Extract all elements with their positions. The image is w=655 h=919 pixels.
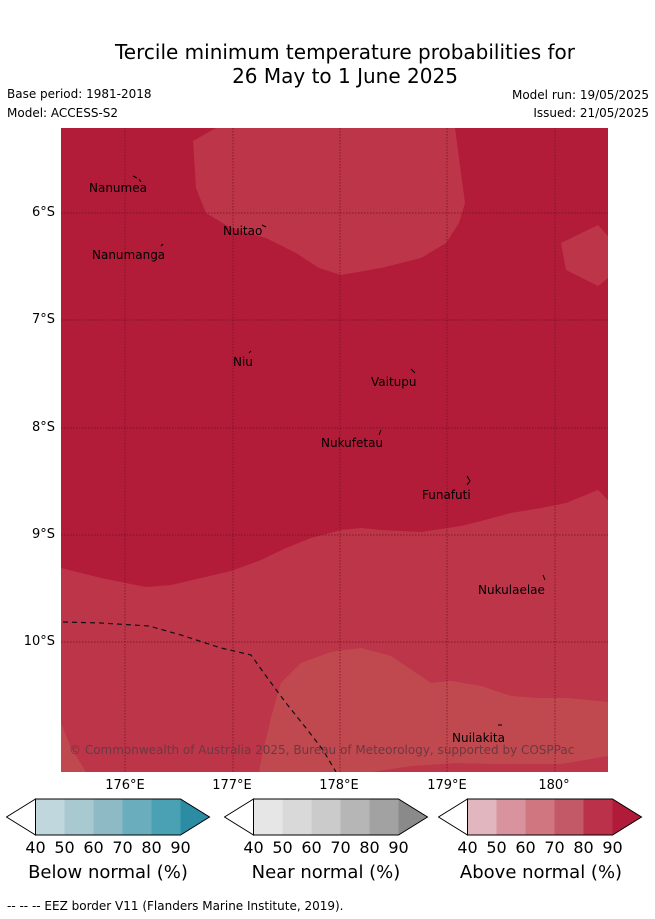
above-tick-70: 70: [544, 838, 565, 857]
eez-border: [62, 621, 337, 772]
place-label-nukufetau: Nukufetau: [321, 436, 383, 450]
near-tick-50: 50: [272, 838, 293, 857]
base-period: Base period: 1981-2018: [7, 87, 152, 101]
below-swatch-60: [93, 799, 123, 835]
below-colorbar-swatches: [6, 798, 211, 836]
below-tick-40: 40: [25, 838, 46, 857]
lon-label-180: 180°: [538, 778, 570, 793]
near-swatch-60: [311, 799, 341, 835]
issued-date: Issued: 21/05/2025: [533, 106, 649, 120]
lat-label-6s: 6°S: [31, 205, 55, 220]
above-tick-80: 80: [573, 838, 594, 857]
model-run: Model run: 19/05/2025: [511, 88, 649, 102]
above-swatch-70: [554, 799, 584, 835]
place-label-nanumea: Nanumea: [89, 181, 147, 195]
near-tick-90: 90: [388, 838, 409, 857]
above-tick-60: 60: [515, 838, 536, 857]
graticule: [61, 128, 608, 772]
model-name: Model: ACCESS-S2: [7, 106, 119, 120]
island-nuitao: [261, 224, 267, 228]
below-swatch-80: [151, 799, 181, 835]
lon-label-176e: 176°E: [105, 778, 145, 793]
copyright-notice: © Commonwealth of Australia 2025, Bureau…: [69, 743, 574, 757]
above-80-region-east: [561, 225, 608, 286]
eez-border-note: -- -- -- EEZ border V11 (Flanders Marine…: [7, 899, 344, 913]
island-nukulaelae: [542, 574, 546, 581]
probability-map: Nanumea Nuitao Nanumanga Niu Vaitupu Nuk…: [61, 128, 608, 772]
above-normal-title: Above normal (%): [459, 862, 623, 883]
near-tick-60: 60: [301, 838, 322, 857]
above-70-region: [259, 648, 608, 772]
lon-label-178e: 178°E: [319, 778, 359, 793]
place-label-vaitupu: Vaitupu: [371, 375, 417, 389]
below-tick-80: 80: [141, 838, 162, 857]
above-swatch-90: [612, 799, 642, 835]
island-nanumanga: [160, 243, 164, 247]
near-normal-colorbar: [224, 798, 429, 836]
above-tick-90: 90: [602, 838, 623, 857]
near-swatch-40: [253, 799, 283, 835]
below-normal-colorbar: [6, 798, 211, 836]
island-niu: [248, 350, 252, 354]
place-label-niu: Niu: [233, 355, 253, 369]
below-swatch-50: [64, 799, 94, 835]
near-swatch-90: [398, 799, 428, 835]
above-normal-colorbar: [438, 798, 643, 836]
below-tick-60: 60: [83, 838, 104, 857]
lat-label-7s: 7°S: [31, 312, 55, 327]
above-tick-50: 50: [486, 838, 507, 857]
map-title: Tercile minimum temperature probabilitie…: [0, 40, 655, 88]
lat-label-8s: 8°S: [31, 420, 55, 435]
near-swatch-70: [340, 799, 370, 835]
lat-label-10s: 10°S: [23, 634, 55, 649]
above-tick-40: 40: [457, 838, 478, 857]
lon-label-179e: 179°E: [427, 778, 467, 793]
place-label-nuitao: Nuitao: [223, 224, 262, 238]
island-nukufetau: [378, 429, 382, 436]
below-tick-90: 90: [170, 838, 191, 857]
near-normal-title: Near normal (%): [251, 862, 401, 883]
above-80-region-north: [193, 128, 465, 275]
below-swatch-40: [35, 799, 65, 835]
island-nanumea: [132, 175, 142, 183]
place-label-nanumanga: Nanumanga: [92, 248, 165, 262]
above-swatch-50: [496, 799, 526, 835]
islands: [132, 175, 546, 726]
near-tick-80: 80: [359, 838, 380, 857]
below-swatch-90: [180, 799, 210, 835]
place-label-funafuti: Funafuti: [422, 488, 471, 502]
place-label-nuilakita: Nuilakita: [452, 731, 505, 745]
near-swatch-80: [369, 799, 399, 835]
place-label-nukulaelae: Nukulaelae: [478, 583, 545, 597]
island-funafuti: [466, 475, 471, 486]
above-swatch-80: [583, 799, 613, 835]
island-vaitupu: [410, 368, 416, 374]
near-swatch-50: [282, 799, 312, 835]
title-line-1: Tercile minimum temperature probabilitie…: [114, 40, 576, 64]
above-swatch-40: [467, 799, 497, 835]
above-swatch-60: [525, 799, 555, 835]
lat-label-9s: 9°S: [31, 527, 55, 542]
below-tick-70: 70: [112, 838, 133, 857]
title-line-2: 26 May to 1 June 2025: [232, 64, 458, 88]
lon-label-177e: 177°E: [212, 778, 252, 793]
near-tick-70: 70: [330, 838, 351, 857]
below-tick-50: 50: [54, 838, 75, 857]
below-normal-title: Below normal (%): [28, 862, 188, 883]
near-tick-40: 40: [243, 838, 264, 857]
below-swatch-70: [122, 799, 152, 835]
